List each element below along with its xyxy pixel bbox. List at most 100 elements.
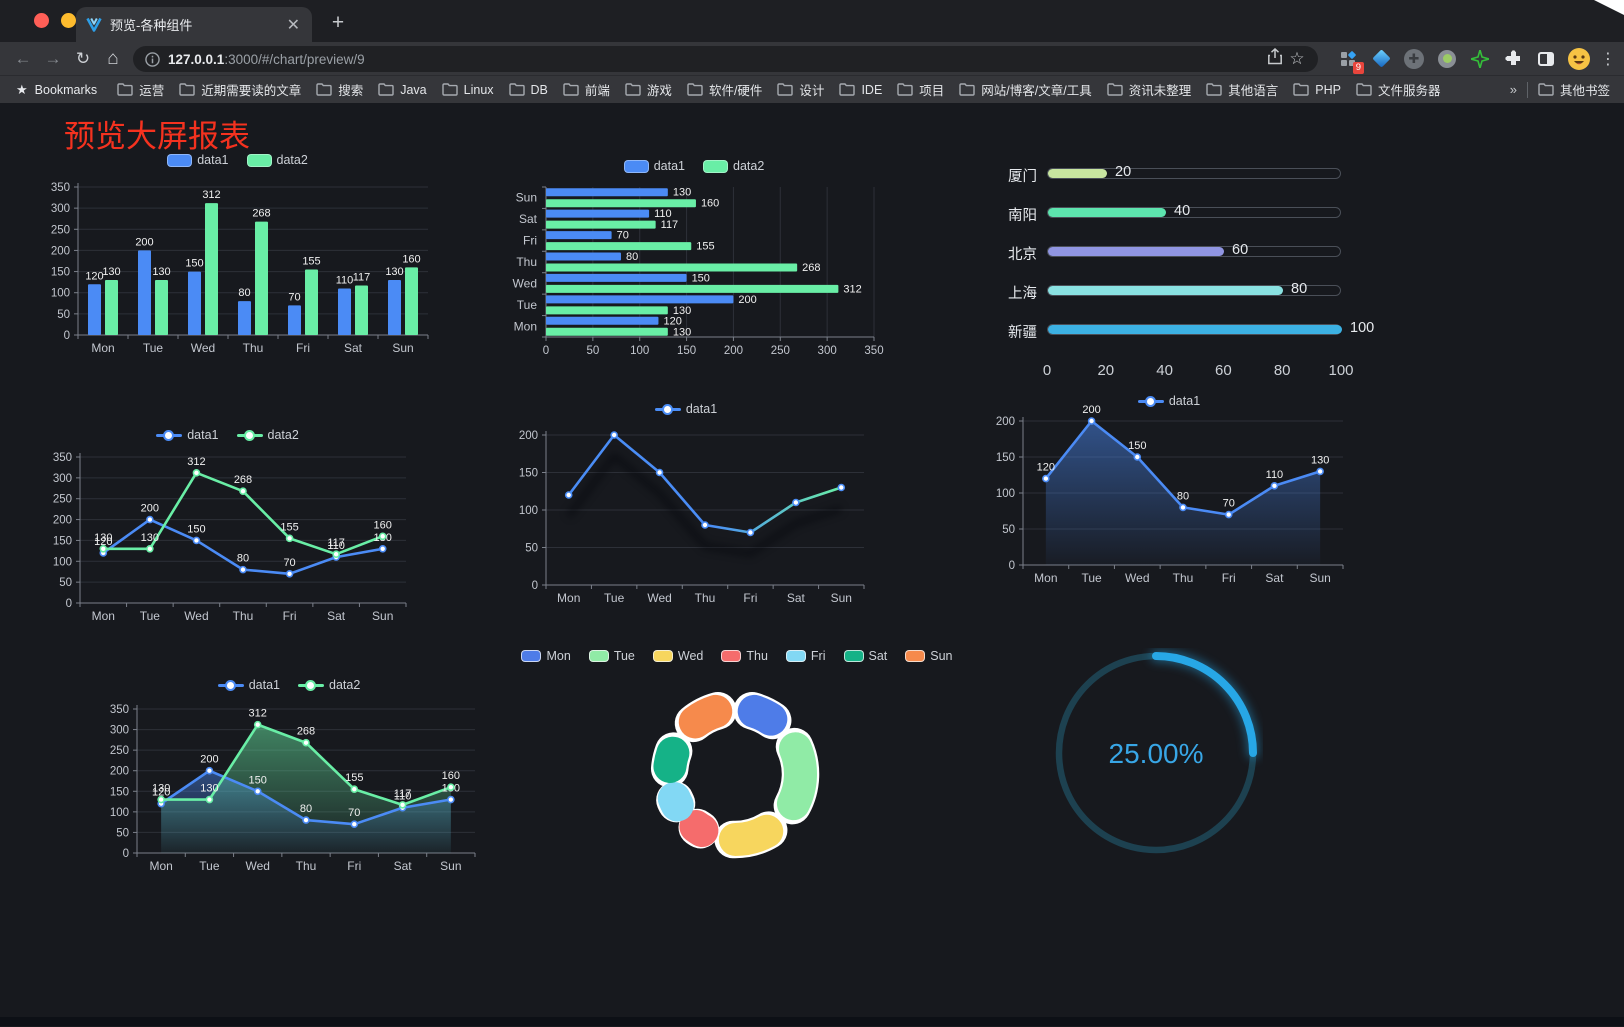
legend-item-wed[interactable]: Wed xyxy=(652,649,703,663)
legend-item-fri[interactable]: Fri xyxy=(785,649,826,663)
bar-value-label: 80 xyxy=(626,251,638,263)
site-info-icon[interactable] xyxy=(145,51,160,67)
browser-menu-icon[interactable]: ⋮ xyxy=(1600,50,1616,68)
forward-button[interactable]: → xyxy=(44,48,62,68)
data-point xyxy=(239,487,247,496)
svg-text:50: 50 xyxy=(116,827,129,839)
minimize-window-button[interactable] xyxy=(61,13,76,28)
address-bar[interactable]: 127.0.0.1:3000/#/chart/preview/9 ☆ xyxy=(133,46,1318,72)
bookmark-folder-label: 设计 xyxy=(799,84,825,98)
bookmark-folder[interactable]: 项目 xyxy=(897,80,944,99)
bookmark-folder[interactable]: 近期需要读的文章 xyxy=(179,80,301,99)
bookmark-folder[interactable]: 资讯未整理 xyxy=(1107,80,1191,99)
bookmark-star-icon[interactable]: ☆ xyxy=(1289,49,1305,68)
share-icon[interactable] xyxy=(1264,47,1286,70)
extension-circle-icon[interactable]: ✚ xyxy=(1402,47,1426,71)
svg-text:Mon: Mon xyxy=(149,859,172,873)
side-panel-icon[interactable] xyxy=(1534,47,1558,71)
legend-item-data1[interactable]: data1 xyxy=(167,153,229,167)
data-point xyxy=(792,498,800,507)
chart-legend: data1 xyxy=(500,402,872,416)
other-bookmarks-folder[interactable]: 其他书签 xyxy=(1538,80,1610,99)
svg-text:Mon: Mon xyxy=(514,319,537,333)
legend-item-data1[interactable]: data1 xyxy=(1137,394,1201,408)
bookmark-folder[interactable]: Linux xyxy=(441,82,494,97)
legend-item-data2[interactable]: data2 xyxy=(246,153,308,167)
legend-label: data2 xyxy=(276,153,308,167)
close-window-button[interactable] xyxy=(34,13,49,28)
svg-text:300: 300 xyxy=(53,473,72,485)
bookmark-folder[interactable]: 前端 xyxy=(563,80,610,99)
bar-data2 xyxy=(205,203,218,335)
bookmark-folder-label: Linux xyxy=(463,82,494,97)
point-value-label: 160 xyxy=(374,519,392,531)
bookmark-folder[interactable]: 设计 xyxy=(777,80,824,99)
extension-dot-icon[interactable] xyxy=(1435,47,1459,71)
bookmark-folder[interactable]: 网站/博客/文章/工具 xyxy=(959,80,1092,99)
svg-text:200: 200 xyxy=(51,245,70,257)
bookmark-folder[interactable]: Java xyxy=(378,83,427,97)
legend-item-data1[interactable]: data1 xyxy=(156,428,219,442)
data-point xyxy=(285,570,294,578)
line-dual-area-chart: data1 data2 0 50 100 150 200 250 300 350 Mon Tue Wed… xyxy=(95,673,483,889)
bookmark-folder[interactable]: IDE xyxy=(839,83,882,97)
new-tab-button[interactable]: + xyxy=(331,11,345,34)
legend-item-data1[interactable]: data1 xyxy=(654,402,717,416)
data-point xyxy=(285,534,294,543)
bookmark-folder[interactable]: PHP xyxy=(1293,83,1341,97)
legend-item-data2[interactable]: data2 xyxy=(703,159,764,173)
profile-avatar[interactable] xyxy=(1567,47,1591,71)
folder-icon xyxy=(1538,83,1554,96)
bookmark-folder[interactable]: 游戏 xyxy=(625,80,672,99)
legend-label: data1 xyxy=(1168,394,1201,408)
browser-tab[interactable]: 预览-各种组件 ✕ xyxy=(76,7,312,42)
bar-data2 xyxy=(305,269,318,335)
bookmark-folder[interactable]: 运营 xyxy=(117,80,164,99)
legend-item-tue[interactable]: Tue xyxy=(588,649,635,663)
puzzle-extensions-icon[interactable] xyxy=(1501,47,1525,71)
legend-item-sun[interactable]: Sun xyxy=(905,649,953,663)
progress-value: 20 xyxy=(1115,164,1132,180)
extension-grid-icon[interactable]: 9 xyxy=(1336,47,1364,74)
bookmarks-star-icon[interactable]: ★ xyxy=(16,81,28,97)
point-value-label: 120 xyxy=(152,787,170,799)
data-point xyxy=(1087,417,1096,425)
gauge-chart: 25.00% xyxy=(1053,648,1263,863)
bookmark-folder[interactable]: 文件服务器 xyxy=(1356,80,1440,99)
bar-value-label: 312 xyxy=(843,283,861,295)
point-value-label: 130 xyxy=(200,783,218,795)
legend-item-data1[interactable]: data1 xyxy=(217,678,280,692)
bookmark-folder[interactable]: 其他语言 xyxy=(1206,80,1278,99)
data-point xyxy=(146,515,154,524)
bookmark-folder[interactable]: 搜索 xyxy=(316,80,363,99)
legend-item-data2[interactable]: data2 xyxy=(298,678,360,692)
bookmark-folder[interactable]: 软件/硬件 xyxy=(687,80,762,99)
back-button[interactable]: ← xyxy=(14,48,32,68)
progress-track xyxy=(1047,324,1342,335)
legend-item-data1[interactable]: data1 xyxy=(623,159,685,173)
legend-label: Tue xyxy=(613,649,635,663)
svg-text:Thu: Thu xyxy=(1173,571,1194,585)
svg-text:300: 300 xyxy=(51,203,70,215)
progress-value: 100 xyxy=(1350,320,1375,336)
data-point xyxy=(205,795,214,804)
devtools-gem-icon[interactable] xyxy=(1369,47,1393,71)
tab-close-icon[interactable]: ✕ xyxy=(286,16,300,34)
bookmark-folder[interactable]: DB xyxy=(508,83,548,97)
home-button[interactable]: ⌂ xyxy=(107,47,119,69)
legend-item-data2[interactable]: data2 xyxy=(236,428,299,442)
data-point xyxy=(205,766,214,775)
data-point xyxy=(837,483,846,492)
data-point xyxy=(447,795,455,804)
reload-button[interactable]: ↻ xyxy=(75,48,91,68)
bookmarks-overflow-chevron[interactable]: » xyxy=(1509,82,1517,97)
bar-value-label: 80 xyxy=(238,287,250,299)
extension-star-icon[interactable] xyxy=(1468,47,1492,71)
legend-swatch-icon xyxy=(167,153,193,167)
svg-text:Sun: Sun xyxy=(440,859,461,873)
legend-item-mon[interactable]: Mon xyxy=(521,649,571,663)
bookmarks-label[interactable]: Bookmarks xyxy=(34,82,98,97)
legend-item-sat[interactable]: Sat xyxy=(843,649,887,663)
line-chart-canvas: 0 50 100 150 200 250 300 350 Mon Tue Wed Thu Fri Sat S… xyxy=(110,704,476,873)
legend-item-thu[interactable]: Thu xyxy=(721,649,768,663)
